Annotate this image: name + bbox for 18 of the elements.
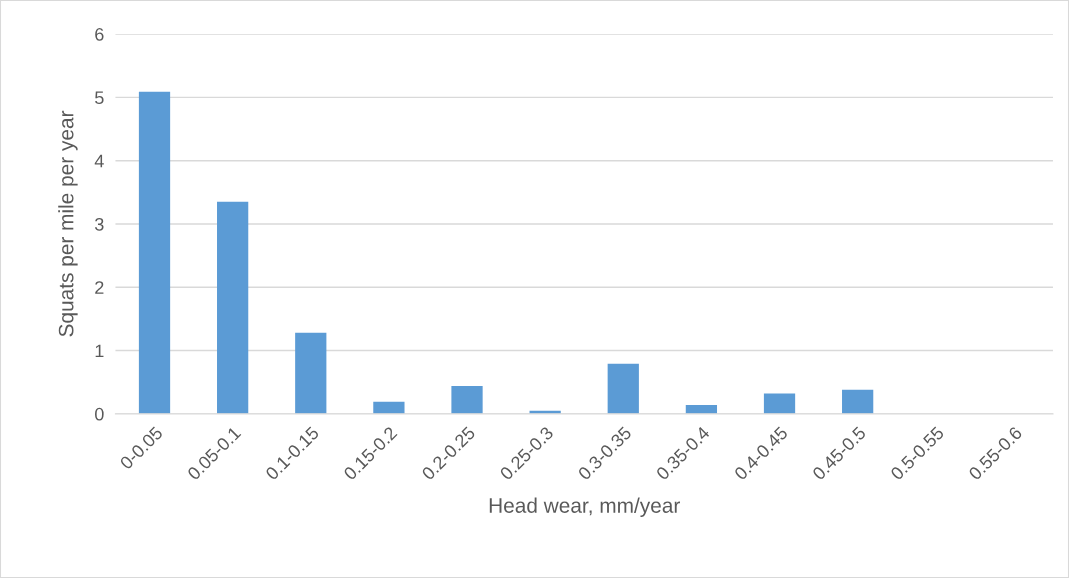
bar bbox=[607, 363, 639, 414]
bar bbox=[373, 401, 405, 414]
bar bbox=[295, 332, 327, 414]
bar bbox=[138, 91, 171, 414]
y-tick-label: 5 bbox=[95, 91, 104, 105]
bar bbox=[763, 393, 796, 414]
y-tick-label: 4 bbox=[94, 154, 104, 168]
x-axis-title: Head wear, mm/year bbox=[489, 497, 680, 518]
y-tick-label: 0 bbox=[95, 407, 104, 421]
bar bbox=[685, 404, 718, 414]
y-tick-label: 6 bbox=[95, 28, 104, 41]
y-axis-title: Squats per mile per year bbox=[58, 110, 78, 337]
bar bbox=[842, 389, 874, 414]
y-tick-label: 2 bbox=[95, 281, 104, 294]
y-tick-label: 3 bbox=[94, 217, 104, 231]
bar bbox=[217, 201, 249, 414]
bar bbox=[451, 386, 483, 414]
y-tick-label: 1 bbox=[95, 344, 104, 358]
